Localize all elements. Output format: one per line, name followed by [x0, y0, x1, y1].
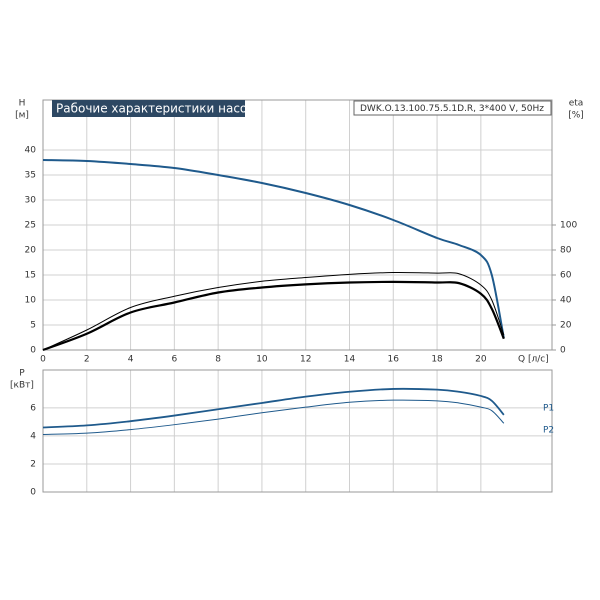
y2-axis-unit: [%]	[568, 111, 584, 121]
y-tick-label: 2	[30, 459, 36, 469]
x-tick-label: 6	[171, 355, 177, 365]
y-tick-label: 20	[25, 246, 37, 256]
subtitle-box	[353, 100, 552, 116]
y-tick-label: 0	[30, 488, 36, 498]
series-line	[42, 280, 505, 352]
title-box	[52, 100, 245, 117]
y2-tick-label: 0	[560, 346, 566, 356]
y-axis-unit: [кВт]	[10, 381, 34, 391]
y-axis-label: H	[19, 99, 26, 109]
y-tick-label: 30	[25, 196, 37, 206]
plot-border	[42, 369, 553, 493]
series-line	[42, 399, 505, 436]
y2-tick-label: 60	[560, 271, 572, 281]
series-line	[42, 159, 505, 339]
x-tick-label: 0	[40, 355, 46, 365]
x-tick-label: 4	[128, 355, 134, 365]
y-tick-label: 0	[30, 346, 36, 356]
x-tick-label: 2	[84, 355, 90, 365]
x-tick-label: 16	[388, 355, 400, 365]
series-line	[42, 271, 505, 351]
y-tick-label: 5	[30, 321, 36, 331]
x-tick-label: 18	[431, 355, 443, 365]
y-tick-label: 40	[25, 146, 37, 156]
x-tick-label: 20	[475, 355, 487, 365]
y-tick-label: 35	[25, 171, 36, 181]
series-label: P2	[543, 426, 554, 436]
y-axis-unit: [м]	[15, 111, 29, 121]
x-tick-label: 10	[256, 355, 268, 365]
plot-border	[42, 99, 553, 351]
y-axis-label: P	[19, 369, 25, 379]
plot-area	[43, 370, 552, 492]
series-label: P1	[543, 404, 554, 414]
x-tick-label: 8	[215, 355, 221, 365]
y2-axis-label: eta	[569, 99, 584, 109]
y-tick-label: 4	[30, 431, 36, 441]
series-line	[42, 387, 505, 429]
chart-title: Рабочие характеристики насоса	[56, 102, 261, 116]
y-tick-label: 10	[25, 296, 37, 306]
y-tick-label: 6	[30, 403, 36, 413]
y-tick-label: 15	[25, 271, 36, 281]
y2-tick-label: 100	[560, 221, 577, 231]
y-tick-label: 25	[25, 221, 36, 231]
x-tick-label: 12	[300, 355, 311, 365]
x-tick-label: 14	[344, 355, 356, 365]
x-axis-label: Q [л/с]	[518, 355, 549, 365]
chart-subtitle: DWK.O.13.100.75.5.1D.R, 3*400 V, 50Hz	[360, 104, 544, 114]
y2-tick-label: 80	[560, 246, 572, 256]
y2-tick-label: 20	[560, 321, 572, 331]
y2-tick-label: 40	[560, 296, 572, 306]
